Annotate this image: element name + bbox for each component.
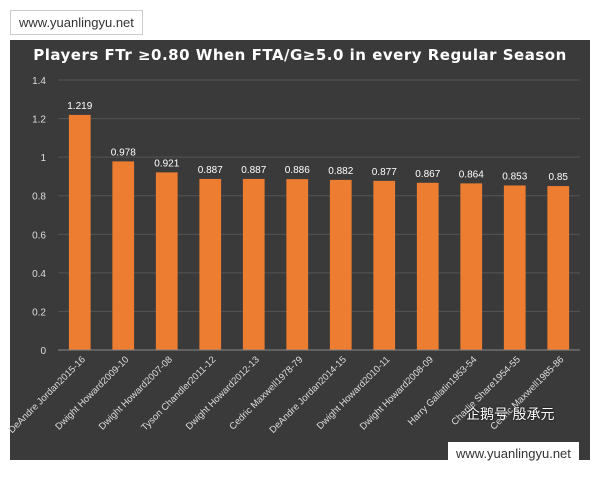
x-tick-label: Dwight Howard2012-13 — [184, 354, 262, 432]
data-label: 0.978 — [111, 147, 136, 158]
bar — [286, 179, 309, 350]
bar — [242, 178, 265, 350]
x-tick-label: Tyson Chandler2011-12 — [139, 354, 218, 433]
data-label: 0.882 — [328, 166, 353, 177]
y-tick-label: 1.4 — [32, 76, 46, 87]
bar — [416, 182, 439, 350]
bar — [112, 161, 135, 350]
x-tick-label: DeAndre Jordan2014-15 — [268, 354, 349, 435]
bar — [199, 178, 222, 350]
bar — [329, 179, 352, 350]
watermark-top: www.yuanlingyu.net — [10, 10, 143, 35]
y-tick-label: 1 — [40, 153, 46, 164]
y-tick-label: 0.6 — [32, 230, 46, 241]
signature: 企鹅号 殷承元 — [466, 407, 555, 423]
bar — [155, 172, 178, 350]
data-label: 0.886 — [285, 165, 310, 176]
bar — [68, 114, 91, 351]
watermark-bottom: www.yuanlingyu.net — [448, 442, 579, 465]
data-label: 0.887 — [241, 165, 266, 176]
data-label: 1.219 — [67, 101, 92, 112]
data-label: 0.864 — [459, 169, 484, 180]
data-label: 0.853 — [502, 171, 527, 182]
data-label: 0.85 — [549, 172, 569, 183]
bar — [373, 180, 396, 350]
x-tick-label: Dwight Howard2010-11 — [315, 354, 392, 431]
y-tick-label: 0.2 — [32, 307, 46, 318]
y-tick-label: 0 — [40, 346, 46, 357]
y-tick-label: 0.8 — [32, 192, 46, 203]
x-tick-label: DeAndre Jordan2015-16 — [7, 354, 88, 435]
x-tick-label: Dwight Howard2008-09 — [358, 354, 436, 432]
x-tick-label: Dwight Howard2007-08 — [97, 354, 175, 432]
data-label: 0.921 — [154, 158, 179, 169]
x-tick-label: Dwight Howard2009-10 — [53, 354, 131, 432]
y-tick-label: 1.2 — [32, 115, 46, 126]
y-tick-label: 0.4 — [32, 269, 46, 280]
x-tick-label: Cedric Maxwell1978-79 — [227, 354, 305, 432]
bar — [547, 186, 570, 350]
data-label: 0.867 — [415, 169, 440, 180]
bar — [460, 183, 483, 350]
chart-title: Players FTr ≥0.80 When FTA/G≥5.0 in ever… — [33, 46, 567, 64]
bar — [503, 185, 526, 350]
data-label: 0.887 — [198, 165, 223, 176]
data-label: 0.877 — [372, 167, 397, 178]
